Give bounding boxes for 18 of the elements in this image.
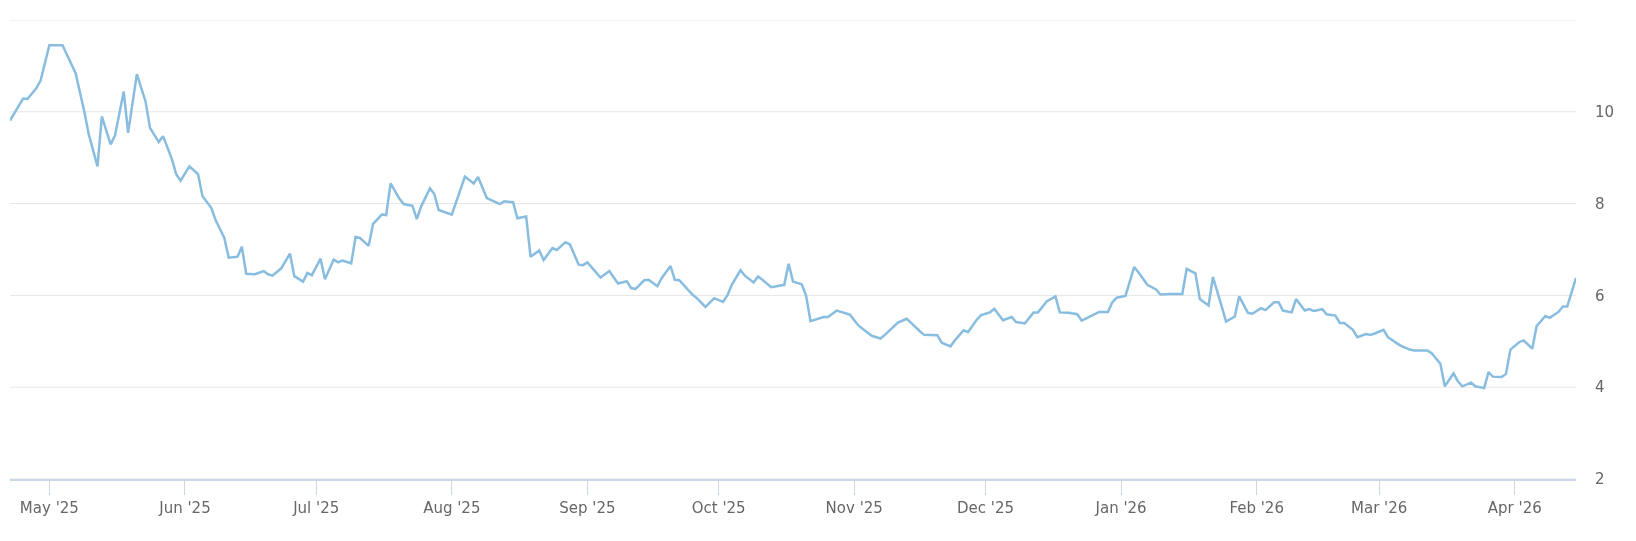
x-tick-label: Mar '26 — [1351, 498, 1408, 517]
x-tick-label: Jul '25 — [292, 498, 340, 517]
x-tick-label: Feb '26 — [1229, 498, 1284, 517]
y-tick-label: 4 — [1595, 378, 1605, 397]
x-tick-label: Oct '25 — [691, 498, 746, 517]
x-tick-label: Jan '26 — [1094, 498, 1147, 517]
y-tick-label: 8 — [1595, 194, 1605, 213]
x-tick-label: Jun '25 — [158, 498, 211, 517]
x-tick-label: Dec '25 — [956, 498, 1014, 517]
line-series — [10, 44, 1576, 390]
x-tick-label: Apr '26 — [1487, 498, 1542, 517]
x-tick-label: Nov '25 — [825, 498, 883, 517]
x-tick-label: Aug '25 — [423, 498, 481, 517]
y-tick-label: 6 — [1595, 286, 1605, 305]
x-tick-label: May '25 — [19, 498, 79, 517]
y-tick-label: 10 — [1595, 103, 1615, 122]
y-tick-label: 2 — [1595, 470, 1605, 489]
x-tick-label: Sep '25 — [559, 498, 616, 517]
